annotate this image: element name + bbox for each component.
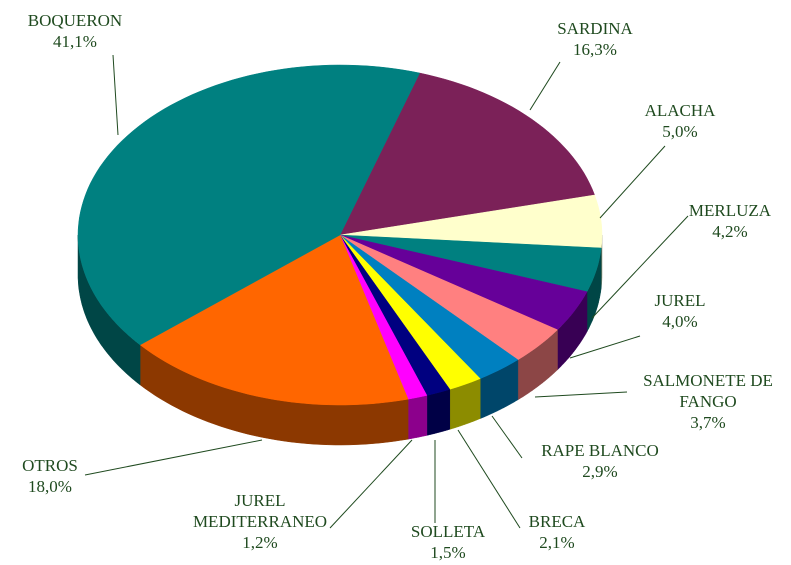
leader-line xyxy=(591,215,689,319)
leader-line xyxy=(569,335,641,359)
leader-line xyxy=(534,391,628,398)
leader-line xyxy=(457,429,521,529)
slice-label: MERLUZA 4,2% xyxy=(675,200,785,242)
slice-label: OTROS 18,0% xyxy=(5,455,95,497)
slice-label: BOQUERON 41,1% xyxy=(10,10,140,52)
leader-line xyxy=(84,439,263,476)
slice xyxy=(339,234,519,379)
slice-value: 5,0% xyxy=(662,122,698,141)
slice-name: SARDINA xyxy=(557,19,633,38)
leader-line xyxy=(329,439,413,529)
slice-label: SARDINA 16,3% xyxy=(535,18,655,60)
slice-side xyxy=(426,388,451,436)
slice-name: OTROS xyxy=(22,456,78,475)
slice-value: 1,5% xyxy=(430,543,466,562)
slice-label: RAPE BLANCO 2,9% xyxy=(515,440,685,482)
slice-name: JUREL MEDITERRANEO xyxy=(192,491,328,531)
slice-name: JUREL xyxy=(654,291,706,310)
slice-label: SALMONETE DE FANGO 3,7% xyxy=(623,370,791,433)
slice xyxy=(339,234,588,331)
slice-value: 41,1% xyxy=(53,32,97,51)
slice-name: BOQUERON xyxy=(27,11,123,30)
slice xyxy=(339,194,603,249)
slice-name: SOLLETA xyxy=(410,522,486,541)
slice xyxy=(339,72,595,236)
pie-sides xyxy=(77,235,603,446)
slice-value: 16,3% xyxy=(573,40,617,59)
slice xyxy=(139,234,409,406)
slice-value: 3,7% xyxy=(690,413,726,432)
slice-label: SOLLETA 1,5% xyxy=(398,521,498,563)
slice-label: JUREL MEDITERRANEO 1,2% xyxy=(185,490,335,553)
slice-name: MERLUZA xyxy=(688,201,772,220)
slice-name: RAPE BLANCO xyxy=(541,441,659,460)
slice xyxy=(339,234,602,292)
leader-line xyxy=(491,415,523,459)
slice-value: 4,0% xyxy=(662,312,698,331)
leader-line xyxy=(112,54,119,136)
slice-name: BRECA xyxy=(528,512,586,531)
slice-name: SALMONETE DE FANGO xyxy=(643,371,773,411)
slice-side xyxy=(407,395,428,440)
slice-label: BRECA 2,1% xyxy=(512,511,602,553)
slice-label: ALACHA 5,0% xyxy=(630,100,730,142)
slice-value: 2,1% xyxy=(539,533,575,552)
slice-value: 18,0% xyxy=(28,477,72,496)
slice-value: 2,9% xyxy=(582,462,618,481)
slice-value: 4,2% xyxy=(712,222,748,241)
slice xyxy=(339,234,558,361)
leader-line xyxy=(529,61,561,111)
slice-value: 1,2% xyxy=(242,533,278,552)
slice xyxy=(77,64,421,346)
slice-name: ALACHA xyxy=(644,101,716,120)
slice-label: JUREL 4,0% xyxy=(635,290,725,332)
leader-line xyxy=(599,145,666,219)
